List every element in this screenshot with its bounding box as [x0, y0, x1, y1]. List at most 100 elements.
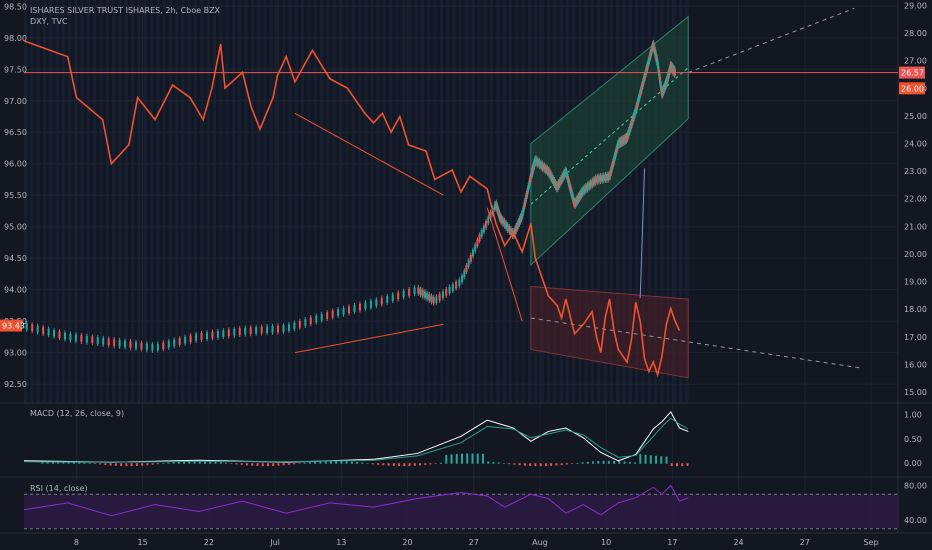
right-tick-label: 24.00 — [904, 140, 927, 149]
session-stripe — [490, 0, 494, 403]
candle-body — [648, 55, 651, 62]
candle-body — [563, 170, 566, 178]
session-stripe — [143, 0, 147, 403]
macd-histogram-bar — [571, 463, 574, 464]
candle-body — [550, 173, 553, 180]
candle-body — [167, 341, 170, 348]
session-stripe — [194, 0, 198, 403]
macd-tick-label: 0.00 — [904, 459, 922, 468]
candle-body — [184, 336, 187, 344]
price-badge-high-bg — [899, 66, 925, 79]
candle-body — [337, 309, 340, 316]
macd-histogram-bar — [209, 461, 212, 464]
macd-histogram-bar — [497, 462, 500, 464]
candle-body — [266, 326, 269, 333]
candle-body — [397, 292, 400, 300]
candle-body — [493, 203, 496, 210]
macd-histogram-bar — [555, 463, 558, 466]
session-stripe — [74, 0, 78, 403]
macd-legend[interactable]: MACD (12, 26, close, 9) — [30, 409, 124, 418]
candle-body — [260, 326, 263, 334]
macd-histogram-bar — [240, 463, 243, 465]
session-stripe — [628, 0, 632, 403]
session-stripe — [225, 0, 229, 403]
candle-body — [107, 338, 110, 346]
candle-body — [287, 324, 290, 331]
candle-body — [636, 100, 639, 108]
symbol-legend[interactable]: ISHARES SILVER TRUST ISHARES, 2h, Cboe B… — [30, 6, 220, 15]
candle-body — [580, 189, 583, 197]
macd-histogram-bar — [256, 463, 259, 467]
macd-histogram-bar — [676, 463, 679, 467]
candle-body — [642, 76, 645, 83]
rsi-band — [24, 494, 898, 529]
session-stripe — [483, 0, 487, 403]
rsi-legend[interactable]: RSI (14, close) — [30, 484, 88, 493]
candle-body — [25, 323, 28, 330]
candle-body — [480, 230, 483, 237]
candle-body — [342, 307, 345, 315]
candle-body — [640, 84, 643, 91]
candle-body — [547, 168, 550, 176]
candle-body — [617, 139, 620, 147]
right-tick-label: 19.00 — [904, 278, 927, 287]
session-stripe — [364, 0, 368, 403]
candle-body — [540, 161, 543, 169]
candle-body — [417, 287, 420, 294]
session-stripe — [87, 0, 90, 403]
candle-body — [428, 294, 431, 301]
macd-histogram-bar — [660, 456, 663, 464]
candle-body — [369, 301, 372, 308]
macd-histogram-bar — [282, 463, 285, 466]
candle-body — [353, 305, 356, 312]
session-stripe — [105, 0, 109, 403]
left-tick-label: 96.00 — [4, 160, 27, 169]
right-tick-label: 29.00 — [904, 2, 927, 11]
candle-body — [568, 182, 571, 189]
candle-body — [596, 175, 599, 183]
candle-body — [553, 179, 556, 186]
macd-histogram-bar — [151, 463, 154, 465]
candle-body — [113, 339, 116, 346]
macd-histogram-bar — [235, 463, 238, 465]
session-stripe — [61, 0, 65, 403]
macd-histogram-bar — [461, 453, 463, 464]
macd-histogram-bar — [639, 454, 642, 464]
candle-body — [567, 178, 570, 185]
session-stripe — [131, 0, 135, 403]
macd-histogram-bar — [445, 454, 448, 464]
candle-body — [659, 77, 662, 84]
candle-body — [594, 176, 597, 184]
candle-body — [578, 193, 581, 200]
session-stripe — [30, 0, 34, 403]
candle-body — [577, 194, 580, 202]
candle-body — [556, 183, 559, 190]
candle-body — [565, 169, 568, 177]
candle-body — [375, 299, 378, 307]
overlay-legend[interactable]: DXY, TVC — [30, 17, 68, 26]
left-tick-label: 93.00 — [4, 349, 27, 358]
candle-body — [555, 183, 558, 190]
candle-body — [564, 168, 567, 176]
session-stripe — [376, 0, 380, 403]
candle-body — [233, 328, 236, 336]
macd-histogram-bar — [361, 462, 364, 464]
session-stripe — [168, 0, 172, 403]
left-tick-label: 96.50 — [4, 128, 27, 137]
candle-body — [626, 132, 629, 140]
right-tick-label: 20.00 — [904, 250, 927, 259]
candle-body — [509, 228, 512, 235]
macd-histogram-bar — [529, 463, 532, 466]
candle-body — [472, 249, 475, 257]
left-tick-label: 95.00 — [4, 223, 27, 232]
candle-body — [647, 59, 650, 67]
left-tick-label: 98.50 — [4, 2, 27, 11]
macd-histogram-bar — [183, 461, 186, 464]
session-stripe — [213, 0, 216, 403]
candle-body — [419, 288, 422, 296]
candle-body — [574, 200, 577, 207]
session-stripe — [496, 0, 500, 403]
candle-body — [520, 213, 523, 220]
